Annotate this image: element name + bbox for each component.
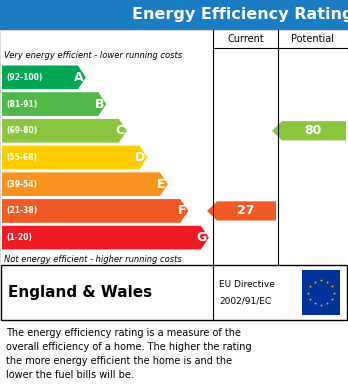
Polygon shape — [2, 199, 188, 223]
Bar — [0, 30, 348, 265]
Text: (81-91): (81-91) — [6, 100, 37, 109]
Polygon shape — [2, 66, 86, 89]
Text: F: F — [178, 204, 186, 217]
Polygon shape — [2, 226, 209, 249]
Text: C: C — [116, 124, 125, 137]
Text: Very energy efficient - lower running costs: Very energy efficient - lower running co… — [4, 52, 182, 61]
Text: G: G — [197, 231, 207, 244]
Text: Potential: Potential — [292, 34, 334, 44]
Text: (69-80): (69-80) — [6, 126, 37, 135]
Text: A: A — [74, 71, 84, 84]
Bar — [1, 265, 347, 320]
Text: 2002/91/EC: 2002/91/EC — [219, 296, 271, 305]
Text: B: B — [95, 98, 104, 111]
Text: Not energy efficient - higher running costs: Not energy efficient - higher running co… — [4, 255, 182, 264]
Text: Energy Efficiency Rating: Energy Efficiency Rating — [132, 7, 348, 23]
Text: (21-38): (21-38) — [6, 206, 37, 215]
Bar — [0, 0, 348, 30]
Text: E: E — [157, 178, 166, 191]
Text: (55-68): (55-68) — [6, 153, 37, 162]
Text: 80: 80 — [304, 124, 322, 137]
Text: (1-20): (1-20) — [6, 233, 32, 242]
Text: D: D — [135, 151, 145, 164]
Polygon shape — [272, 121, 346, 140]
Polygon shape — [2, 145, 147, 169]
Polygon shape — [207, 201, 276, 221]
Text: England & Wales: England & Wales — [8, 285, 152, 300]
Text: Current: Current — [227, 34, 264, 44]
Polygon shape — [2, 119, 127, 143]
Text: The energy efficiency rating is a measure of the
overall efficiency of a home. T: The energy efficiency rating is a measur… — [6, 328, 252, 380]
Bar — [302, 270, 340, 315]
Text: (39-54): (39-54) — [6, 180, 37, 189]
Text: (92-100): (92-100) — [6, 73, 42, 82]
Text: EU Directive: EU Directive — [219, 280, 275, 289]
Polygon shape — [2, 172, 168, 196]
Polygon shape — [2, 92, 106, 116]
Text: 27: 27 — [237, 204, 254, 217]
